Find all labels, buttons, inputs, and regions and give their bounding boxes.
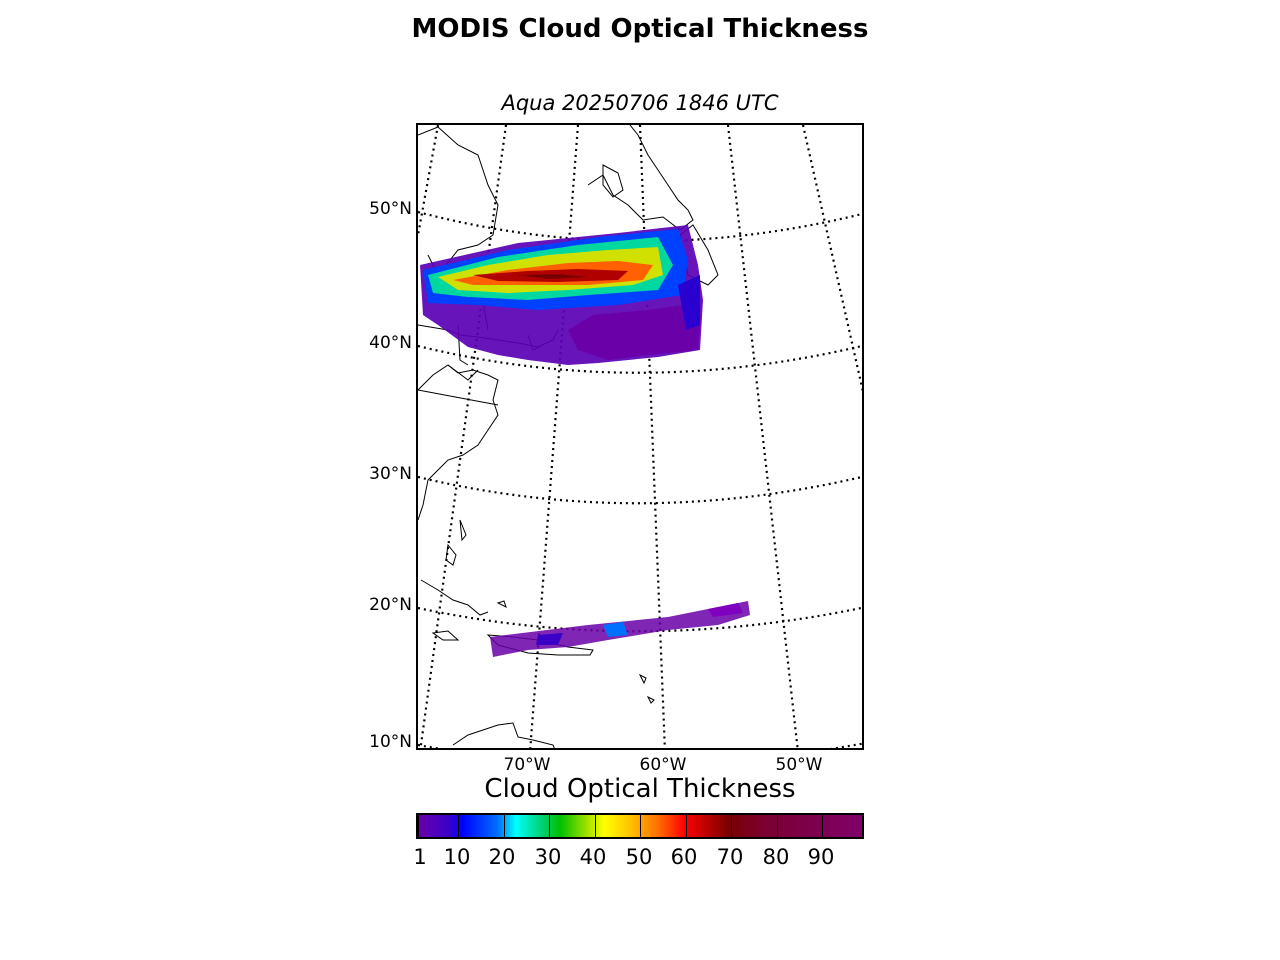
colorbar-label-70: 70	[716, 845, 744, 869]
map-svg	[418, 125, 862, 748]
coastlines	[418, 125, 719, 748]
colorbar-label-1: 1	[413, 845, 427, 869]
meridian-55w	[801, 125, 862, 393]
colorbar-tick	[549, 815, 550, 839]
colorbar-label-60: 60	[670, 845, 698, 869]
lat-label-10n: 10°N	[369, 732, 412, 752]
meridian-80w	[418, 125, 440, 236]
colorbar-title: Cloud Optical Thickness	[484, 774, 796, 804]
lon-label-70w: 70°W	[503, 755, 551, 775]
colorbar-tick	[504, 815, 505, 839]
cloud-swath-south	[490, 601, 750, 657]
cloud-swath-north	[420, 225, 703, 365]
meridian-70w	[529, 125, 580, 748]
lat-label-50n: 50°N	[369, 199, 412, 219]
colorbar-tick	[777, 815, 778, 839]
colorbar-label-30: 30	[534, 845, 562, 869]
colorbar-tick	[418, 815, 419, 839]
colorbar-label-50: 50	[625, 845, 653, 869]
map-panel	[416, 123, 864, 750]
lon-label-50w: 50°W	[775, 755, 823, 775]
lon-label-60w: 60°W	[639, 755, 687, 775]
colorbar-tick	[686, 815, 687, 839]
colorbar-label-10: 10	[443, 845, 471, 869]
colorbar-tick	[595, 815, 596, 839]
colorbar-label-40: 40	[579, 845, 607, 869]
colorbar-tick	[822, 815, 823, 839]
lat-label-20n: 20°N	[369, 595, 412, 615]
colorbar-tick	[458, 815, 459, 839]
parallel-40n	[418, 344, 862, 374]
colorbar-label-90: 90	[807, 845, 835, 869]
lat-label-30n: 30°N	[369, 464, 412, 484]
colorbar-label-80: 80	[762, 845, 790, 869]
colorbar-tick	[731, 815, 732, 839]
graticule	[418, 125, 862, 748]
meridian-60w	[726, 125, 799, 748]
parallel-30n	[418, 475, 862, 505]
lat-label-40n: 40°N	[369, 333, 412, 353]
colorbar-tick	[640, 815, 641, 839]
figure-title: MODIS Cloud Optical Thickness	[411, 14, 869, 44]
colorbar-label-20: 20	[488, 845, 516, 869]
figure-subtitle: Aqua 20250706 1846 UTC	[501, 91, 779, 115]
parallel-50n	[418, 210, 862, 243]
meridian-65w	[638, 125, 666, 748]
colorbar	[416, 813, 864, 839]
